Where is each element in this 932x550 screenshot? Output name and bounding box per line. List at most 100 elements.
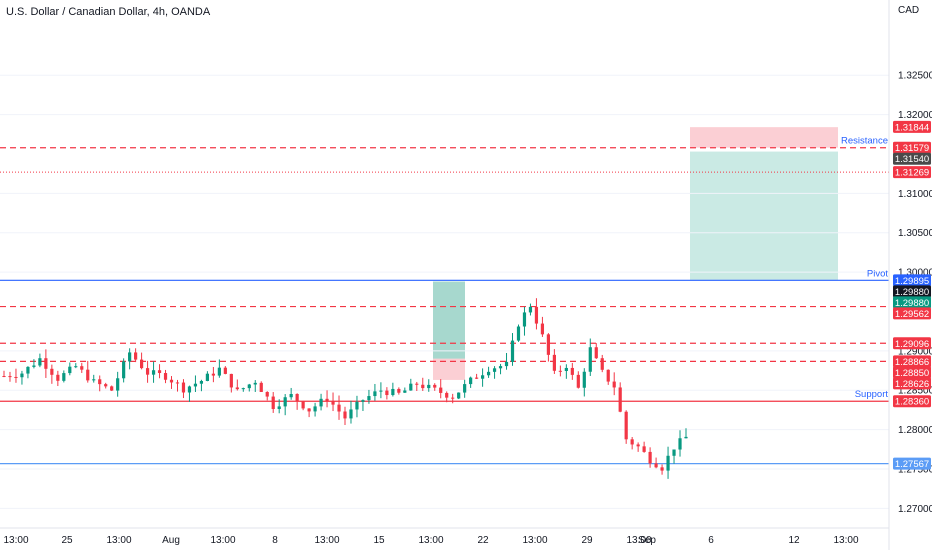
x-tick-label: 15 (373, 535, 385, 546)
candle-body (283, 397, 287, 407)
grid-layer (0, 74, 889, 509)
price-tag (893, 307, 931, 320)
candle-body (684, 436, 688, 439)
candle-body (672, 449, 676, 456)
short-target-zone (690, 151, 838, 280)
candle-body (397, 388, 401, 393)
candle-body (343, 411, 347, 419)
candle-body (38, 358, 42, 366)
price-tag (893, 274, 931, 287)
levels-layer: Resistance Pivot Support (0, 136, 889, 465)
x-tick-label: 13:00 (210, 535, 235, 546)
candle-body (480, 375, 485, 379)
candle-body (151, 370, 156, 375)
candle-body (415, 383, 419, 385)
price-tag-label: 1.31579 (895, 143, 929, 154)
x-tick-label: 13:00 (106, 535, 131, 546)
x-tick-label: 13:00 (314, 535, 339, 546)
x-tick-label: 13:00 (418, 535, 443, 546)
candle-body (463, 384, 467, 393)
price-tag (893, 355, 931, 368)
candle-body (469, 377, 473, 385)
candle-body (50, 368, 54, 375)
level-label: Pivot (867, 268, 888, 279)
level-label: Support (855, 389, 889, 400)
candle-body (247, 384, 251, 389)
chart-title: U.S. Dollar / Canadian Dollar, 4h, OANDA (6, 6, 211, 18)
price-tag-label: 1.28360 (895, 397, 929, 408)
candle-body (157, 370, 162, 374)
candle-body (175, 382, 180, 384)
price-tag (893, 377, 931, 390)
x-tick-label: 8 (272, 535, 278, 546)
candle-body (594, 347, 598, 359)
candle-body (145, 368, 150, 375)
candle-body (223, 367, 227, 374)
candle-body (8, 376, 12, 378)
candle-body (445, 392, 449, 398)
x-tick-label: 13:00 (626, 535, 651, 546)
x-tick-label: Aug (162, 535, 180, 546)
candle-body (62, 373, 66, 381)
candle-body (606, 369, 610, 382)
candle-body (600, 358, 604, 370)
x-tick-label: 12 (788, 535, 800, 546)
candle-body (313, 406, 317, 412)
price-tag (893, 166, 931, 179)
x-tick-label: 13:00 (522, 535, 547, 546)
price-tag-label: 1.29880 (895, 298, 929, 309)
candle-body (134, 352, 138, 360)
candle-body (20, 373, 24, 378)
candle-body (522, 312, 527, 327)
price-tag (893, 296, 931, 309)
y-tick-label: 1.31000 (898, 189, 932, 200)
candle-body (193, 383, 198, 387)
candle-body (110, 386, 114, 391)
price-tag-label: 1.28850 (895, 368, 929, 379)
candle-body (355, 401, 359, 410)
candle-body (540, 323, 545, 335)
candle-body (636, 444, 640, 447)
price-tags: 1.318441.315791.315401.312691.298951.298… (893, 120, 931, 470)
y-tick-label: 1.30500 (898, 228, 932, 239)
candle-body (534, 306, 539, 324)
candle-body (498, 366, 503, 369)
candle-body (122, 361, 126, 379)
x-tick-label: 13:00 (833, 535, 858, 546)
price-tag (893, 395, 931, 408)
x-tick-label: 22 (477, 535, 489, 546)
candle-body (612, 381, 616, 388)
candle-body (385, 390, 389, 396)
price-tag (893, 366, 931, 379)
candle-body (516, 326, 521, 341)
candle-body (104, 384, 108, 387)
x-tick-label: 25 (61, 535, 73, 546)
y-tick-label: 1.32000 (898, 110, 932, 121)
candle-body (367, 396, 371, 401)
candle-body (510, 340, 515, 362)
candle-body (618, 387, 622, 412)
price-tag-label: 1.28626 (895, 379, 929, 390)
price-tag-label: 1.29562 (895, 309, 929, 320)
candle-body (235, 387, 239, 390)
candle-body (475, 377, 479, 379)
candle-body (331, 401, 335, 405)
candle-body (660, 467, 664, 471)
price-tag (893, 141, 931, 154)
candle-body (163, 373, 168, 380)
candle-body (648, 451, 652, 464)
long-stop-zone (433, 358, 465, 380)
candle-body (457, 392, 461, 399)
candle-body (433, 384, 437, 388)
price-tag (893, 152, 931, 165)
long-target-zone (433, 281, 465, 359)
candle-body (337, 404, 341, 412)
candle-body (451, 397, 455, 399)
candle-body (259, 382, 263, 392)
price-tag (893, 337, 931, 350)
candle-body (229, 373, 233, 388)
candle-body (187, 386, 192, 393)
y-tick-label: 1.28000 (898, 425, 932, 436)
candle-body (241, 388, 245, 390)
